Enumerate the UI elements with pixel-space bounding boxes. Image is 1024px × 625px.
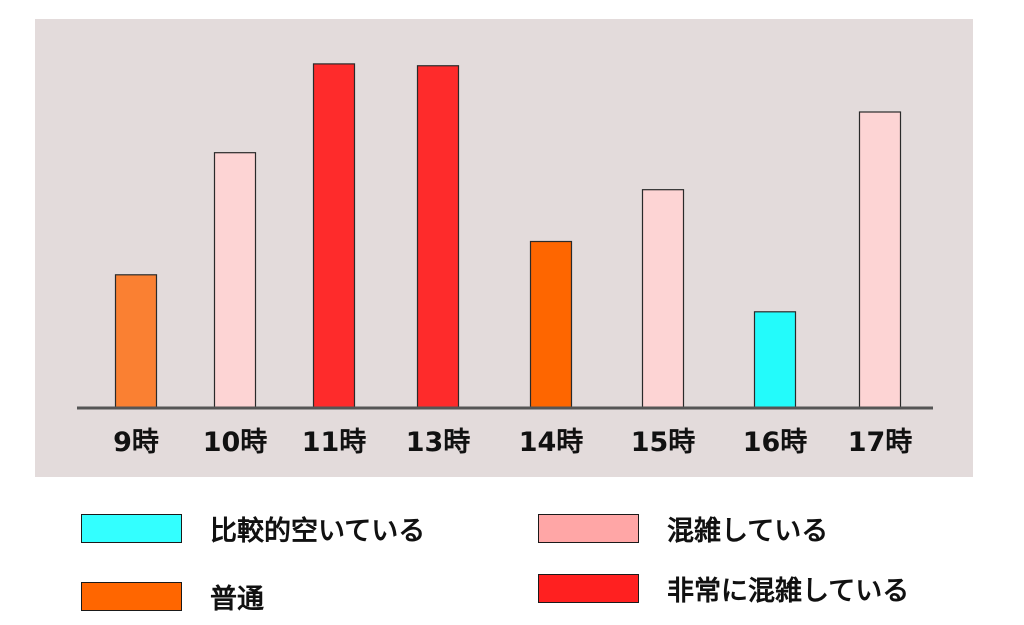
x-tick-label: 11時	[302, 427, 367, 458]
x-tick-label: 15時	[631, 427, 696, 458]
bar-9時	[114, 274, 158, 409]
legend-swatch-normal	[81, 582, 182, 611]
legend-swatch-very-crowded	[538, 574, 639, 603]
x-tick-label: 17時	[848, 427, 913, 458]
legend-swatch-free	[81, 514, 182, 543]
x-tick-label: 9時	[113, 427, 159, 458]
bar-14時	[529, 240, 573, 409]
x-tick-label: 13時	[406, 427, 471, 458]
legend-item-very-crowded: 非常に混雑している	[538, 569, 909, 608]
bars-group	[114, 63, 902, 409]
legend-label-crowded: 混雑している	[667, 516, 829, 547]
bar-11時	[312, 63, 356, 409]
x-tick-label: 14時	[519, 427, 584, 458]
legend-item-crowded: 混雑している	[538, 509, 828, 548]
legend-item-normal: 普通	[81, 577, 264, 616]
bar-13時	[416, 65, 460, 409]
chart-area: 9時 10時 11時 13時 14時 15時 16時 17時	[35, 19, 973, 477]
legend-item-free: 比較的空いている	[81, 509, 425, 548]
bar-17時	[858, 111, 902, 409]
legend-label-normal: 普通	[210, 584, 264, 615]
bar-16時	[753, 311, 797, 409]
legend-label-very-crowded: 非常に混雑している	[667, 576, 910, 607]
bar-chart: 9時 10時 11時 13時 14時 15時 16時 17時	[77, 63, 933, 458]
x-tick-label: 10時	[203, 427, 268, 458]
legend-label-free: 比較的空いている	[210, 516, 426, 547]
legend-swatch-crowded	[538, 514, 639, 543]
bar-15時	[641, 189, 685, 409]
bar-10時	[213, 152, 257, 409]
x-tick-label: 16時	[743, 427, 808, 458]
x-tick-labels: 9時 10時 11時 13時 14時 15時 16時 17時	[113, 427, 912, 458]
